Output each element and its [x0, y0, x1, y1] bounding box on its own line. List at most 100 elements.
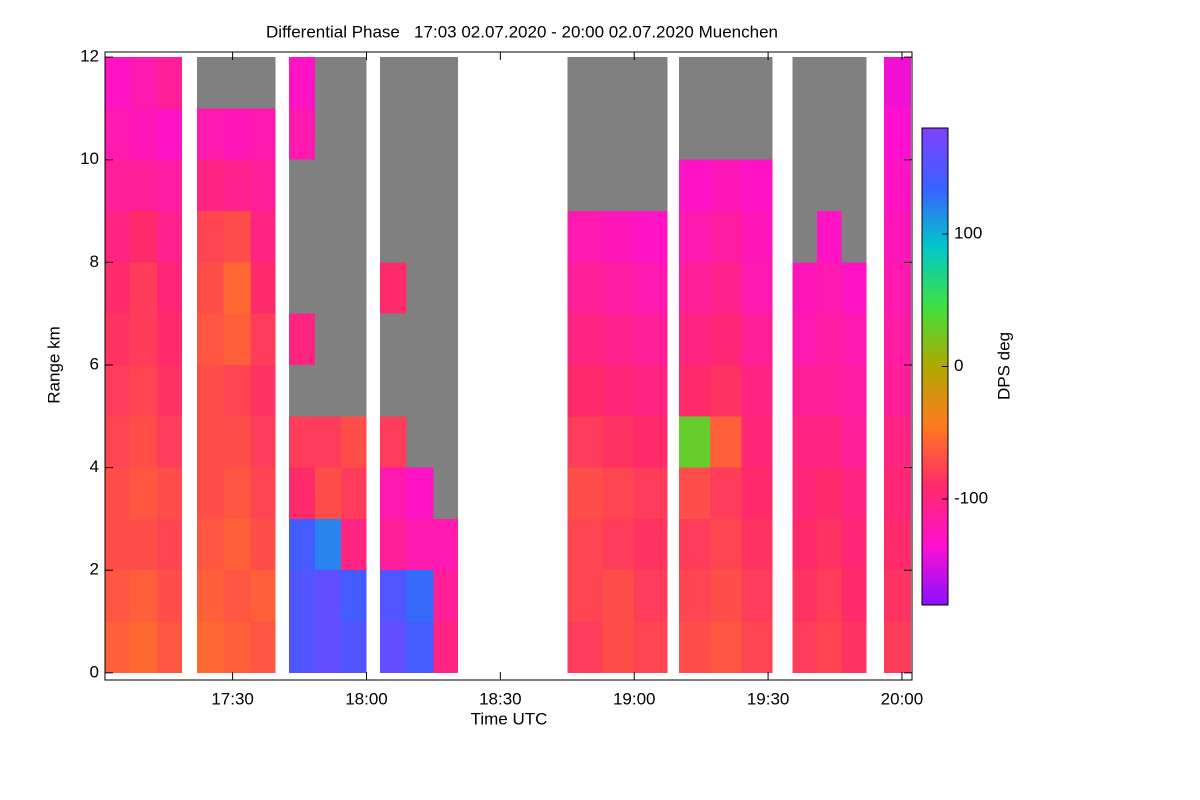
heatmap-cell: [841, 57, 867, 109]
heatmap-cell: [129, 364, 157, 417]
heatmap-cell: [884, 108, 911, 160]
heatmap-cell: [567, 313, 603, 365]
heatmap-cell: [841, 518, 867, 571]
heatmap-cell: [741, 159, 773, 212]
heatmap-cell: [196, 211, 224, 263]
heatmap-cell: [792, 467, 818, 519]
heatmap-cell: [105, 108, 130, 160]
heatmap-cell: [884, 621, 911, 673]
heatmap-cell: [678, 211, 711, 263]
heatmap-cell: [634, 57, 668, 109]
heatmap-cell: [196, 364, 224, 417]
heatmap-cell: [433, 211, 458, 263]
heatmap-cell: [315, 518, 342, 571]
heatmap-cell: [678, 313, 711, 365]
heatmap-cell: [288, 57, 316, 109]
heatmap-cell: [129, 262, 157, 314]
y-tick-label: 12: [80, 47, 99, 66]
heatmap-cell: [341, 416, 367, 468]
heatmap-cell: [250, 211, 276, 263]
heatmap-cell: [406, 57, 434, 109]
heatmap-cell: [379, 364, 407, 417]
heatmap-cell: [129, 416, 157, 468]
heatmap-cell: [884, 159, 911, 212]
heatmap-cell: [710, 211, 742, 263]
heatmap-cell: [710, 108, 742, 160]
heatmap-cell: [315, 211, 342, 263]
heatmap-cell: [817, 364, 842, 417]
heatmap-cell: [433, 518, 458, 571]
heatmap-cell: [341, 518, 367, 571]
y-tick-label: 4: [90, 457, 99, 476]
heatmap-cell: [884, 364, 911, 417]
heatmap-cell: [223, 621, 251, 673]
heatmap-cell: [710, 57, 742, 109]
heatmap-cell: [433, 467, 458, 519]
x-tick-label: 18:30: [479, 689, 522, 708]
heatmap-cell: [129, 211, 157, 263]
heatmap-cell: [288, 518, 316, 571]
heatmap-cell: [341, 364, 367, 417]
heatmap-cell: [433, 364, 458, 417]
heatmap-cell: [433, 570, 458, 622]
heatmap-cell: [678, 621, 711, 673]
heatmap-cell: [223, 57, 251, 109]
heatmap-cell: [433, 313, 458, 365]
heatmap-cell: [741, 262, 773, 314]
heatmap-cell: [288, 467, 316, 519]
heatmap-cell: [817, 262, 842, 314]
chart-title: Differential Phase 17:03 02.07.2020 - 20…: [266, 22, 778, 41]
heatmap-cell: [223, 518, 251, 571]
heatmap-cell: [884, 518, 911, 571]
heatmap-cell: [634, 159, 668, 212]
heatmap-cell: [129, 570, 157, 622]
heatmap-cell: [129, 621, 157, 673]
heatmap-cell: [841, 262, 867, 314]
heatmap-cell: [567, 570, 603, 622]
heatmap-cell: [817, 57, 842, 109]
heatmap-cell: [288, 211, 316, 263]
heatmap-cell: [567, 262, 603, 314]
heatmap-cell: [288, 621, 316, 673]
heatmap-cell: [315, 416, 342, 468]
heatmap-cell: [602, 570, 635, 622]
heatmap-cell: [379, 621, 407, 673]
heatmap-cell: [406, 621, 434, 673]
heatmap-cell: [741, 313, 773, 365]
heatmap-cell: [196, 416, 224, 468]
heatmap-cell: [341, 621, 367, 673]
heatmap-cell: [156, 159, 183, 212]
heatmap-cell: [602, 518, 635, 571]
heatmap-cell: [223, 262, 251, 314]
heatmap-cell: [567, 621, 603, 673]
heatmap-cell: [156, 570, 183, 622]
heatmap-cell: [341, 313, 367, 365]
heatmap-cell: [223, 211, 251, 263]
heatmap-cell: [634, 262, 668, 314]
heatmap-cell: [433, 159, 458, 212]
heatmap-cell: [741, 518, 773, 571]
heatmap-cell: [406, 108, 434, 160]
heatmap-cell: [792, 570, 818, 622]
heatmap-cell: [341, 262, 367, 314]
heatmap-cell: [315, 467, 342, 519]
heatmap-cell: [105, 518, 130, 571]
heatmap-cell: [129, 108, 157, 160]
heatmap-cell: [841, 313, 867, 365]
heatmap-cell: [710, 262, 742, 314]
heatmap-cell: [406, 364, 434, 417]
heatmap-cell: [105, 57, 130, 109]
heatmap-cell: [792, 159, 818, 212]
heatmap-cell: [315, 57, 342, 109]
heatmap-cell: [250, 416, 276, 468]
heatmap-cell: [156, 108, 183, 160]
heatmap-cell: [792, 211, 818, 263]
heatmap-cell: [817, 621, 842, 673]
heatmap-cell: [223, 108, 251, 160]
heatmap-cell: [379, 108, 407, 160]
heatmap-cell: [156, 518, 183, 571]
heatmap-cell: [710, 416, 742, 468]
heatmap-cell: [379, 211, 407, 263]
heatmap-cell: [288, 108, 316, 160]
heatmap-cell: [792, 262, 818, 314]
